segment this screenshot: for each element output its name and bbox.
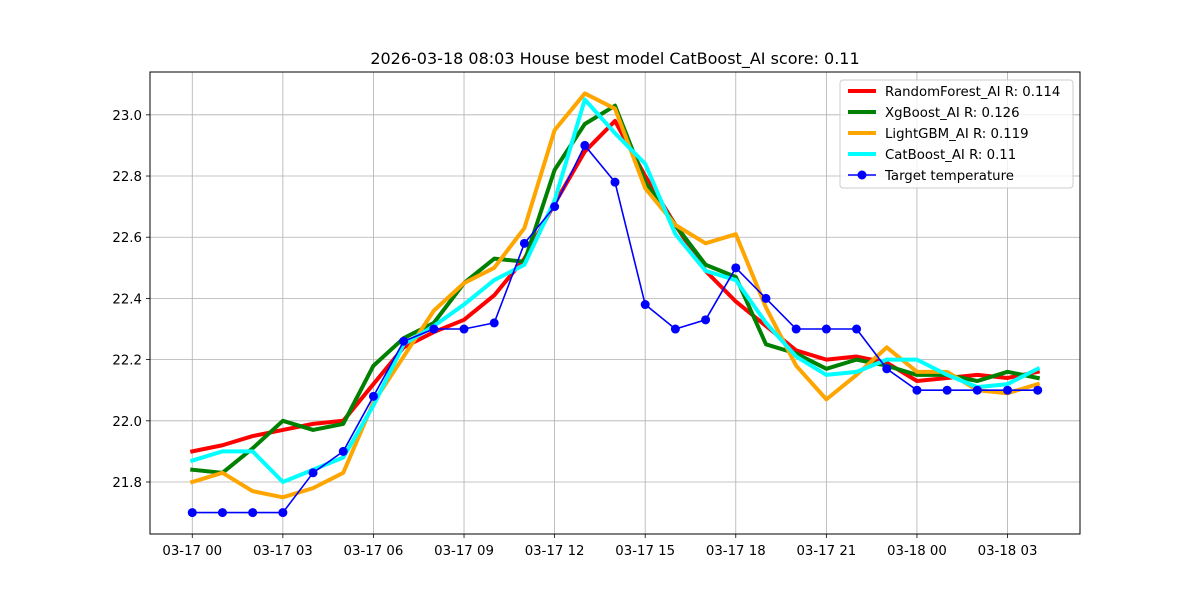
target-point <box>942 385 952 395</box>
series-line-target <box>191 144 1039 514</box>
target-point <box>610 177 620 187</box>
target-point <box>791 324 801 334</box>
target-point <box>1033 385 1043 395</box>
y-tick-label: 23.0 <box>112 109 142 124</box>
target-point <box>550 202 560 212</box>
legend: RandomForest_AI R: 0.114 XgBoost_AI R: 0.… <box>839 79 1074 189</box>
target-point <box>278 508 288 518</box>
y-tick-label: 22.4 <box>112 292 142 307</box>
legend-label: Target temperature <box>884 169 1014 184</box>
target-point <box>882 364 892 374</box>
axis-ticks: 03-17 00 03-17 03 03-17 06 03-17 09 03-17 12… <box>112 109 1037 559</box>
target-point <box>670 324 680 334</box>
legend-marker <box>857 170 867 180</box>
x-tick-label: 03-17 12 <box>525 544 585 559</box>
target-point <box>972 385 982 395</box>
legend-label: LightGBM_AI R: 0.119 <box>885 127 1029 142</box>
y-tick-label: 22.8 <box>112 170 142 185</box>
target-point <box>852 324 862 334</box>
plot-frame <box>149 71 1081 535</box>
target-point <box>308 468 318 478</box>
target-point <box>399 336 409 346</box>
y-tick-label: 22.2 <box>112 354 142 369</box>
target-point <box>459 324 469 334</box>
x-tick-label: 03-17 21 <box>796 544 856 559</box>
x-tick-label: 03-17 06 <box>344 544 404 559</box>
target-point <box>761 293 771 303</box>
chart-title: 2026-03-18 08:03 House best model CatBoo… <box>370 49 859 69</box>
series-line-lightgbm-ai <box>189 91 1041 500</box>
target-point <box>429 324 439 334</box>
legend-label: CatBoost_AI R: 0.11 <box>885 148 1016 163</box>
y-tick-label: 21.8 <box>112 476 142 491</box>
x-tick-label: 03-17 09 <box>434 544 494 559</box>
series-lines <box>187 91 1043 518</box>
target-point <box>701 315 711 325</box>
series-line-catboost-ai <box>189 97 1041 484</box>
target-point <box>187 508 197 518</box>
x-tick-label: 03-18 00 <box>887 544 947 559</box>
target-point <box>640 300 650 310</box>
target-point <box>731 263 741 273</box>
target-point <box>1003 385 1013 395</box>
target-point <box>821 324 831 334</box>
series-line-xgboost-ai <box>190 103 1041 475</box>
x-tick-label: 03-17 00 <box>162 544 222 559</box>
target-point <box>248 508 258 518</box>
target-point <box>912 385 922 395</box>
legend-label: XgBoost_AI R: 0.126 <box>885 106 1020 121</box>
legend-box <box>839 79 1074 189</box>
x-tick-label: 03-18 03 <box>978 544 1038 559</box>
target-point <box>519 238 529 248</box>
x-tick-label: 03-17 15 <box>615 544 675 559</box>
y-tick-label: 22.0 <box>112 415 142 430</box>
y-tick-label: 22.6 <box>112 231 142 246</box>
target-point <box>368 391 378 401</box>
target-point <box>217 508 227 518</box>
target-point <box>580 140 590 150</box>
target-point <box>338 446 348 456</box>
x-tick-label: 03-17 03 <box>253 544 313 559</box>
target-point <box>489 318 499 328</box>
x-tick-label: 03-17 18 <box>706 544 766 559</box>
legend-label: RandomForest_AI R: 0.114 <box>885 85 1060 100</box>
